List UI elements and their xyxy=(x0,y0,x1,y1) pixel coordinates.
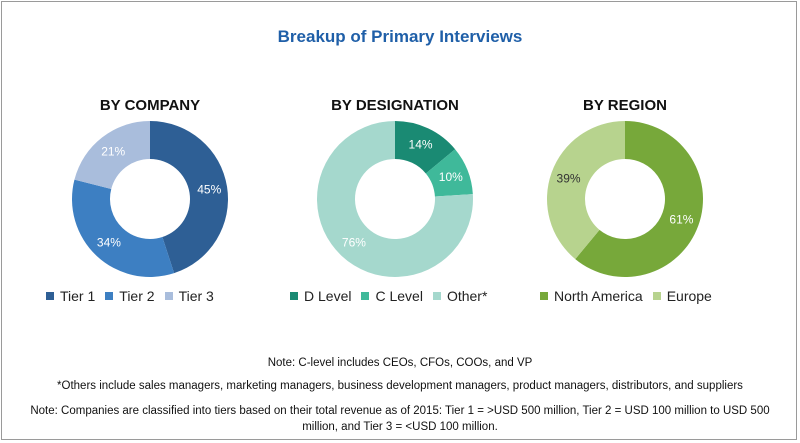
data-label-d-level: 14% xyxy=(409,138,433,152)
data-label-tier-1: 45% xyxy=(197,183,221,197)
legend-label: Tier 2 xyxy=(119,288,155,304)
legend-item-tier-2: Tier 2 xyxy=(105,288,155,304)
legend-item-tier-3: Tier 3 xyxy=(164,288,214,304)
slice-tier-1 xyxy=(150,121,228,274)
legend-region: North America Europe xyxy=(540,288,722,304)
slice-other xyxy=(317,121,473,277)
chart-title-region: BY REGION xyxy=(583,97,667,114)
note-c-level: Note: C-level includes CEOs, CFOs, COOs,… xyxy=(267,357,533,369)
legend-label: C Level xyxy=(375,288,423,304)
legend-swatch xyxy=(432,292,441,300)
legend-label: Tier 1 xyxy=(60,288,96,304)
note-others: *Others include sales managers, marketin… xyxy=(57,380,743,392)
donut-chart-region: 61% 39% xyxy=(547,121,703,277)
legend-swatch xyxy=(540,292,548,300)
legend-item-other: Other* xyxy=(432,288,488,304)
note-tiers: Note: Companies are classified into tier… xyxy=(30,405,770,433)
data-label-europe: 39% xyxy=(557,172,581,186)
legend-label: Other* xyxy=(446,288,488,304)
data-label-tier-3: 21% xyxy=(101,145,125,159)
legend-item-tier-1: Tier 1 xyxy=(46,288,95,304)
legend-label: Tier 3 xyxy=(178,288,214,304)
donut-chart-company: 45% 34% 21% xyxy=(71,121,228,277)
legend-swatch xyxy=(652,292,661,300)
data-label-c-level: 10% xyxy=(439,170,463,184)
legend-item-north-america: North America xyxy=(540,288,643,304)
legend-swatch xyxy=(361,292,370,300)
legend-label: D Level xyxy=(304,288,352,304)
slice-north-america xyxy=(575,121,703,277)
slice-c-level xyxy=(425,149,473,197)
chart-title-designation: BY DESIGNATION xyxy=(331,97,459,114)
slice-europe xyxy=(547,121,625,260)
chart-title-company: BY COMPANY xyxy=(99,97,201,114)
data-label-tier-2: 34% xyxy=(97,236,121,250)
slice-tier-2 xyxy=(71,179,175,277)
legend-swatch xyxy=(164,292,173,300)
legend-item-europe: Europe xyxy=(652,288,712,304)
donut-chart-designation: 14% 10% 76% xyxy=(317,121,473,277)
legend-swatch xyxy=(105,292,114,300)
legend-item-c-level: C Level xyxy=(361,288,423,304)
slice-tier-3 xyxy=(74,121,150,190)
legend-company: Tier 1 Tier 2 Tier 3 xyxy=(46,288,224,304)
legend-designation: D Level C Level Other* xyxy=(290,288,497,304)
legend-label: North America xyxy=(554,288,643,304)
data-label-north-america: 61% xyxy=(669,212,693,226)
legend-label: Europe xyxy=(666,288,712,304)
legend-swatch xyxy=(290,292,298,300)
slice-d-level xyxy=(395,121,456,174)
legend-swatch xyxy=(46,292,54,300)
data-label-other: 76% xyxy=(342,236,366,250)
main-title: Breakup of Primary Interviews xyxy=(277,27,523,46)
legend-item-d-level: D Level xyxy=(290,288,351,304)
